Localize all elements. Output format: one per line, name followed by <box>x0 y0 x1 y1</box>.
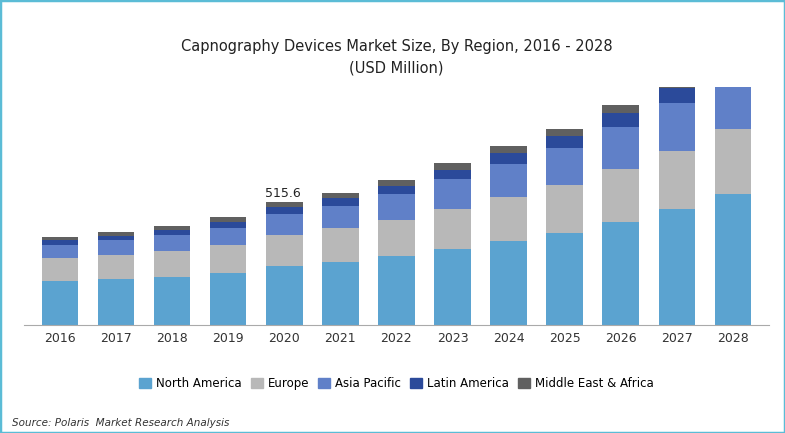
Bar <box>434 209 471 249</box>
Bar <box>266 266 302 325</box>
Bar <box>322 262 359 325</box>
Bar <box>98 279 134 325</box>
Bar <box>602 222 639 325</box>
Bar <box>602 127 639 169</box>
Bar <box>378 220 414 256</box>
Bar <box>714 194 751 325</box>
Bar <box>546 129 582 136</box>
Bar <box>714 46 751 58</box>
Bar <box>154 251 190 277</box>
Bar <box>42 240 78 245</box>
Bar <box>491 241 527 325</box>
Bar <box>322 198 359 206</box>
Bar <box>42 245 78 259</box>
Bar <box>322 228 359 262</box>
Bar <box>491 164 527 197</box>
Text: 515.6: 515.6 <box>265 187 301 200</box>
Bar <box>659 151 695 209</box>
Bar <box>266 214 302 235</box>
Bar <box>210 228 246 245</box>
Bar <box>98 232 134 236</box>
Bar <box>714 129 751 194</box>
Bar <box>98 240 134 255</box>
Bar <box>210 222 246 228</box>
Title: Capnography Devices Market Size, By Region, 2016 - 2028
(USD Million): Capnography Devices Market Size, By Regi… <box>181 39 612 76</box>
Bar <box>434 179 471 209</box>
Bar <box>210 217 246 222</box>
Bar <box>378 180 414 185</box>
Bar <box>659 78 695 88</box>
Bar <box>659 103 695 151</box>
Bar <box>714 75 751 129</box>
Bar <box>322 206 359 228</box>
Bar <box>602 105 639 113</box>
Legend: North America, Europe, Asia Pacific, Latin America, Middle East & Africa: North America, Europe, Asia Pacific, Lat… <box>135 373 658 395</box>
Bar <box>42 237 78 240</box>
Bar <box>546 136 582 148</box>
Bar <box>42 281 78 325</box>
Bar <box>659 88 695 103</box>
Bar <box>546 233 582 325</box>
Bar <box>154 226 190 230</box>
Bar <box>154 277 190 325</box>
Bar <box>154 235 190 251</box>
Bar <box>434 163 471 170</box>
Bar <box>378 194 414 220</box>
Bar <box>266 235 302 266</box>
Bar <box>42 259 78 281</box>
Bar <box>378 256 414 325</box>
Bar <box>546 148 582 185</box>
Bar <box>602 169 639 222</box>
Bar <box>98 236 134 240</box>
Bar <box>714 58 751 75</box>
Bar <box>322 193 359 198</box>
Bar <box>266 202 302 207</box>
Text: Source: Polaris  Market Research Analysis: Source: Polaris Market Research Analysis <box>12 418 229 428</box>
Bar <box>434 170 471 179</box>
Bar <box>266 207 302 214</box>
Bar <box>434 249 471 325</box>
Bar <box>210 273 246 325</box>
Bar <box>602 113 639 127</box>
Bar <box>546 185 582 233</box>
Bar <box>659 209 695 325</box>
Bar <box>491 197 527 241</box>
Bar <box>491 146 527 153</box>
Bar <box>98 255 134 279</box>
Bar <box>210 245 246 273</box>
Bar <box>154 230 190 235</box>
Bar <box>491 153 527 164</box>
Bar <box>378 185 414 194</box>
